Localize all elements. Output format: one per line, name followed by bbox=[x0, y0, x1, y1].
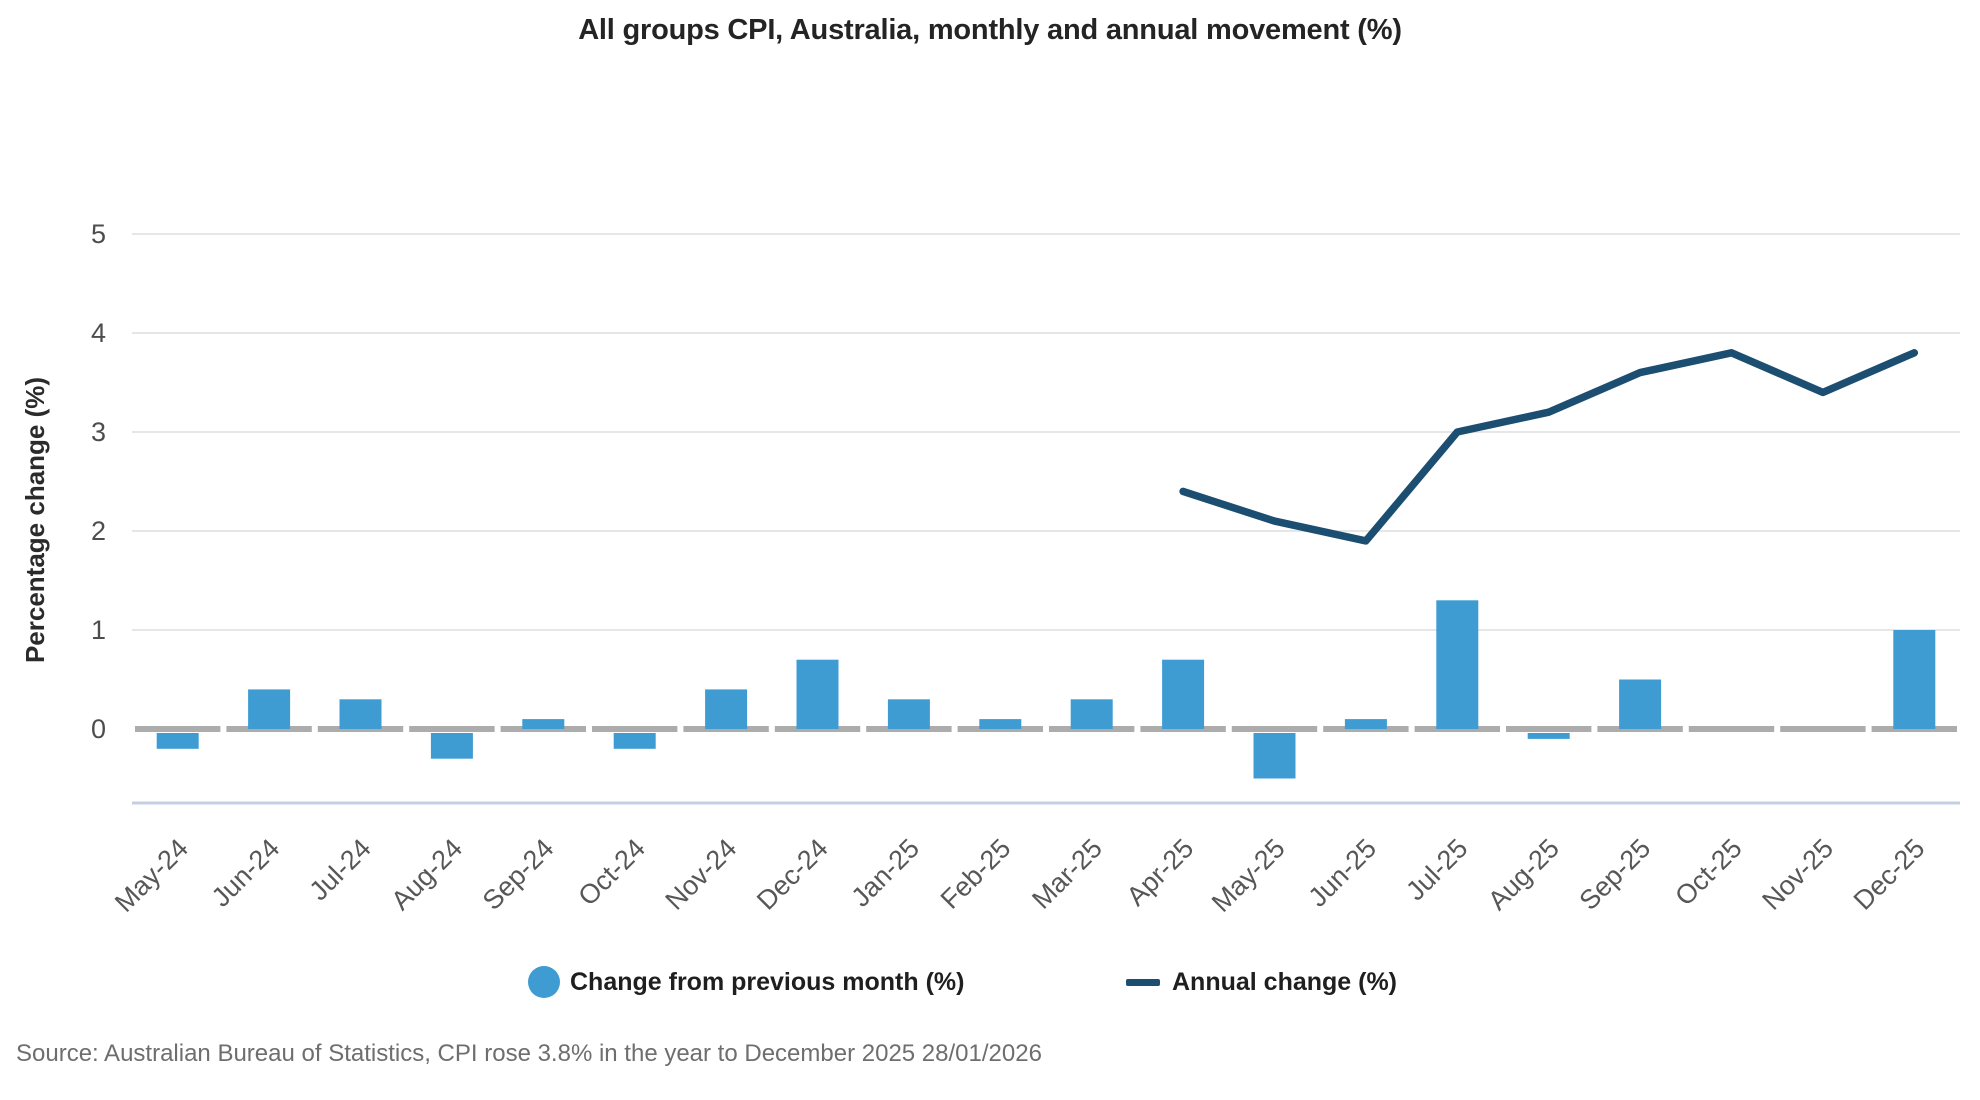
legend-item-annual[interactable]: Annual change (%) bbox=[1126, 962, 1397, 1002]
bar-Aug-24[interactable] bbox=[430, 733, 473, 759]
y-tick-label-2: 2 bbox=[91, 516, 106, 546]
legend-label-monthly: Change from previous month (%) bbox=[570, 967, 965, 996]
y-axis-title: Percentage change (%) bbox=[20, 377, 50, 663]
source-note: Source: Australian Bureau of Statistics,… bbox=[16, 1040, 1042, 1067]
x-tick-label-Sep-24: Sep-24 bbox=[477, 833, 560, 916]
bar-Mar-25[interactable] bbox=[1070, 699, 1113, 729]
y-tick-label-3: 3 bbox=[91, 417, 106, 447]
x-tick-label-Mar-25: Mar-25 bbox=[1026, 833, 1108, 915]
gridlines bbox=[132, 233, 1960, 631]
zero-baseline bbox=[135, 726, 1957, 732]
bar-May-25[interactable] bbox=[1253, 733, 1296, 779]
x-tick-label-Dec-24: Dec-24 bbox=[751, 833, 834, 916]
x-tick-label-Jul-24: Jul-24 bbox=[304, 833, 377, 906]
y-tick-label-5: 5 bbox=[91, 219, 106, 249]
legend-label-annual: Annual change (%) bbox=[1172, 967, 1398, 996]
bar-May-24[interactable] bbox=[156, 733, 199, 749]
x-tick-label-Feb-25: Feb-25 bbox=[935, 833, 1017, 915]
x-tick-label-Jun-24: Jun-24 bbox=[206, 833, 286, 913]
x-tick-label-Sep-25: Sep-25 bbox=[1574, 833, 1657, 916]
bar-Dec-24[interactable] bbox=[796, 659, 839, 729]
bars bbox=[156, 600, 1936, 779]
annual-change-line[interactable] bbox=[1179, 349, 1919, 545]
bar-Sep-24[interactable] bbox=[522, 719, 565, 729]
monthly-series-swatch-icon bbox=[528, 966, 560, 998]
legend-item-monthly[interactable]: Change from previous month (%) bbox=[528, 962, 964, 1002]
x-tick-label-May-25: May-25 bbox=[1206, 833, 1291, 918]
zero-dash bbox=[1506, 726, 1592, 732]
bar-Oct-24[interactable] bbox=[613, 733, 656, 749]
x-tick-label-Aug-25: Aug-25 bbox=[1482, 833, 1565, 916]
zero-dash bbox=[135, 726, 221, 732]
bar-Sep-25[interactable] bbox=[1619, 679, 1662, 730]
bar-Jan-25[interactable] bbox=[887, 699, 930, 729]
bar-Aug-25[interactable] bbox=[1527, 733, 1570, 739]
x-tick-label-Jan-25: Jan-25 bbox=[846, 833, 926, 913]
bar-Apr-25[interactable] bbox=[1162, 659, 1205, 729]
x-tick-label-Nov-24: Nov-24 bbox=[660, 833, 743, 916]
x-axis-labels: May-24 Jun-24 Jul-24 Aug-24 Sep-24 Oct-24 Nov-… bbox=[109, 833, 1930, 918]
bar-Jul-24[interactable] bbox=[339, 699, 382, 729]
x-tick-label-Oct-24: Oct-24 bbox=[572, 833, 651, 912]
x-tick-label-Jun-25: Jun-25 bbox=[1303, 833, 1383, 913]
bar-Jun-24[interactable] bbox=[248, 689, 291, 729]
zero-dash bbox=[1780, 726, 1866, 732]
annual-series-swatch-icon bbox=[1126, 978, 1160, 986]
x-tick-label-Aug-24: Aug-24 bbox=[385, 833, 468, 916]
y-axis-labels: 0 1 2 3 4 5 bbox=[91, 219, 106, 744]
zero-dash bbox=[592, 726, 678, 732]
y-tick-label-1: 1 bbox=[91, 615, 106, 645]
bar-Jul-25[interactable] bbox=[1436, 600, 1479, 729]
x-tick-label-May-24: May-24 bbox=[109, 833, 194, 918]
bar-Jun-25[interactable] bbox=[1344, 719, 1387, 729]
x-tick-label-Nov-25: Nov-25 bbox=[1756, 833, 1839, 916]
zero-dash bbox=[1231, 726, 1318, 732]
x-tick-label-Dec-25: Dec-25 bbox=[1848, 833, 1931, 916]
y-tick-label-0: 0 bbox=[91, 714, 106, 744]
bar-Feb-25[interactable] bbox=[979, 719, 1022, 729]
bar-Nov-24[interactable] bbox=[705, 689, 748, 729]
bar-Dec-25[interactable] bbox=[1893, 630, 1936, 729]
x-tick-label-Jul-25: Jul-25 bbox=[1400, 833, 1473, 906]
chart-title: All groups CPI, Australia, monthly and a… bbox=[578, 14, 1402, 46]
x-tick-label-Apr-25: Apr-25 bbox=[1121, 833, 1200, 912]
y-tick-label-4: 4 bbox=[91, 318, 106, 348]
zero-dash bbox=[1688, 726, 1775, 732]
x-tick-label-Oct-25: Oct-25 bbox=[1669, 833, 1748, 912]
zero-dash bbox=[409, 726, 495, 732]
